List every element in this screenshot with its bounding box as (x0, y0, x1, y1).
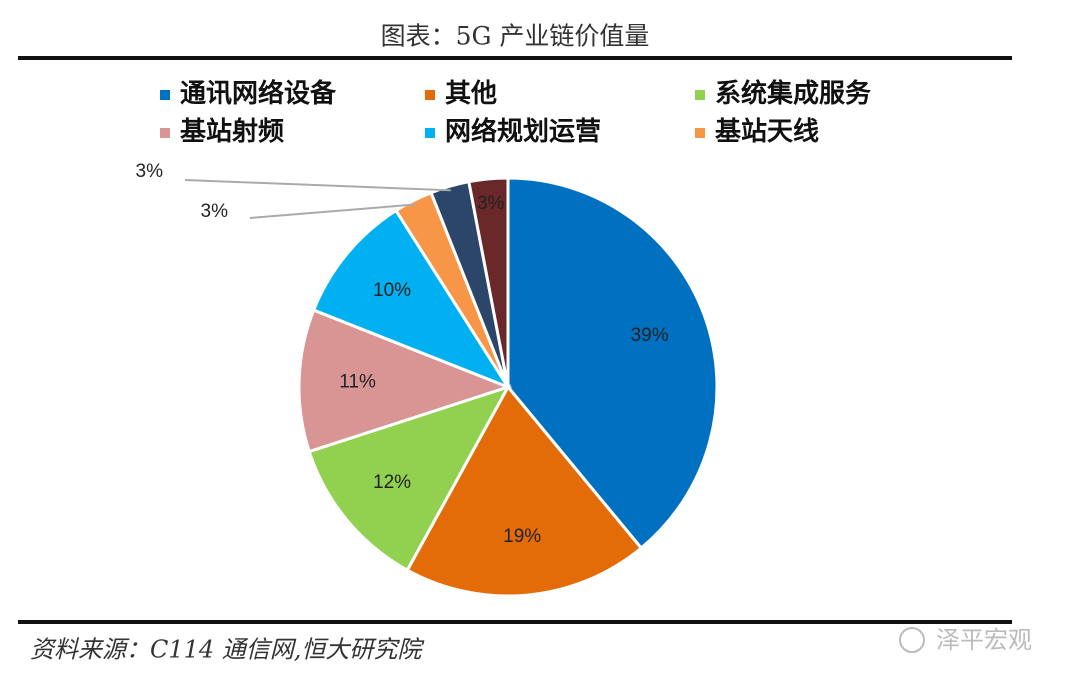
legend-swatch (695, 90, 705, 100)
data-label: 19% (503, 526, 541, 547)
leader-line (249, 203, 416, 219)
pie-slice (467, 176, 510, 388)
legend-swatch (160, 128, 170, 138)
data-label: 3% (136, 161, 164, 182)
pie-slice (311, 208, 512, 391)
data-label: 3% (477, 193, 505, 214)
source-note: 资料来源：C114 通信网,恒大研究院 (30, 636, 425, 664)
legend-label: 基站射频 (180, 117, 284, 147)
legend-label: 网络规划运营 (445, 116, 601, 147)
legend-swatch (160, 90, 170, 100)
pie-slice (307, 384, 512, 573)
data-label: 10% (373, 280, 411, 301)
leader-line (184, 179, 451, 192)
data-label: 11% (339, 371, 376, 392)
legend-label: 系统集成服务 (715, 78, 871, 109)
data-label: 3% (201, 201, 229, 222)
chart-title: 图表：5G 产业链价值量 (381, 22, 650, 51)
legend-swatch (695, 128, 705, 138)
pie-slice (405, 384, 644, 598)
pie-slice (506, 176, 719, 551)
data-label: 12% (373, 472, 411, 493)
legend-swatch (425, 128, 435, 138)
data-label: 39% (631, 325, 669, 346)
pie-slice (297, 308, 513, 454)
legend-swatch (425, 90, 435, 100)
legend-label: 基站天线 (715, 117, 819, 147)
legend-label: 其他 (445, 79, 497, 109)
legend-label: 通讯网络设备 (180, 78, 337, 109)
watermark: 泽平宏观 (936, 626, 1032, 654)
watermark-icon (899, 627, 925, 653)
